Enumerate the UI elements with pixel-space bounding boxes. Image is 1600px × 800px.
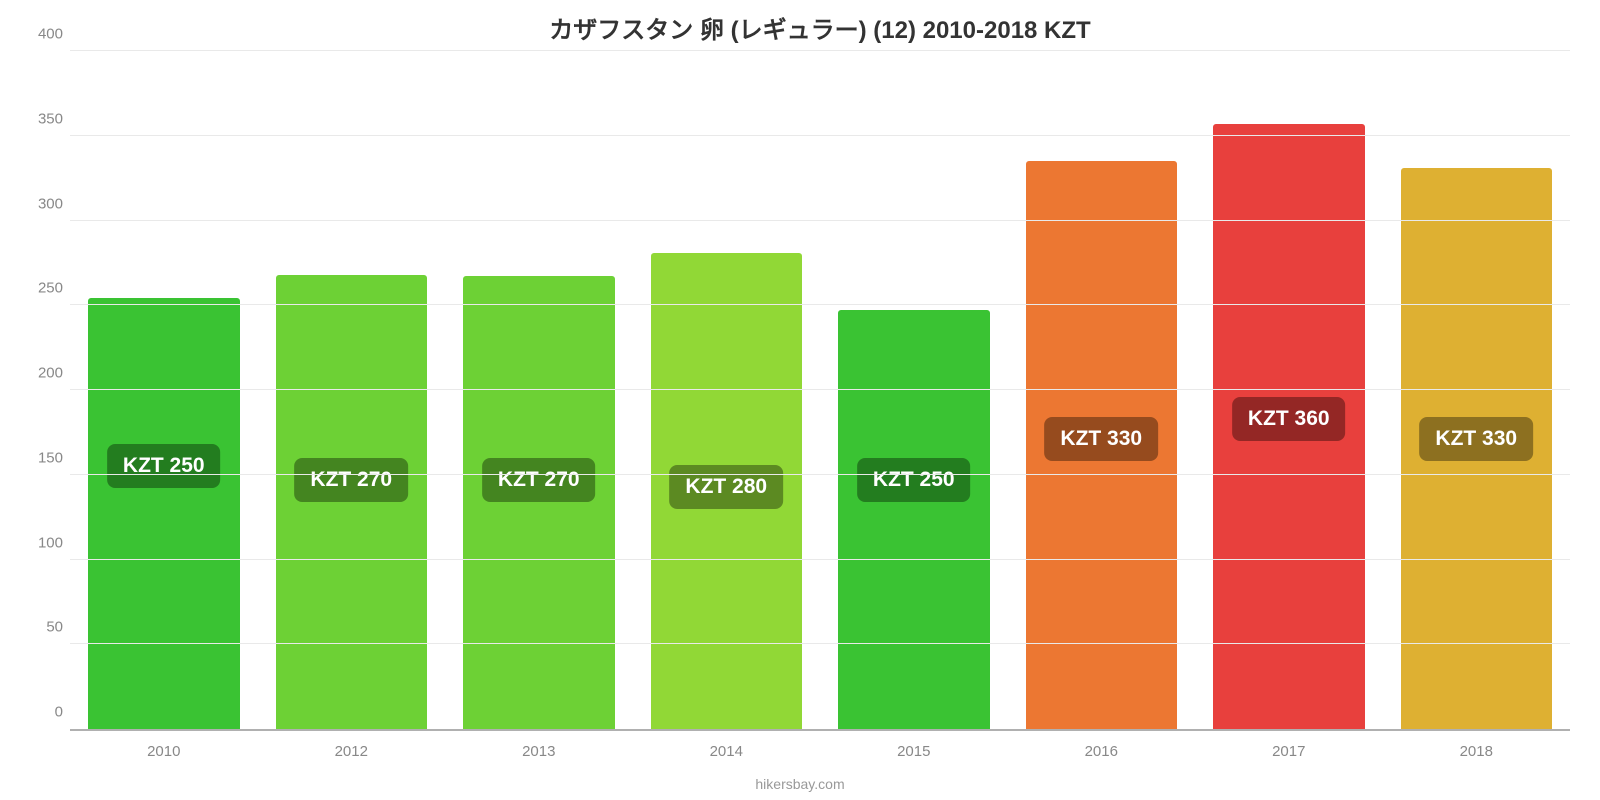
gridline: [70, 559, 1570, 560]
bar: [88, 298, 240, 729]
xtick-label: 2013: [445, 743, 633, 760]
xtick-label: 2016: [1008, 743, 1196, 760]
ytick-label: 50: [15, 619, 63, 636]
gridline: [70, 50, 1570, 51]
gridline: [70, 304, 1570, 305]
gridline: [70, 220, 1570, 221]
ytick-label: 0: [15, 704, 63, 721]
bars-group: KZT 250 KZT 270 KZT 270 KZT 280 KZT 250 KZT 3…: [70, 51, 1570, 729]
bar: [276, 275, 428, 729]
gridline: [70, 474, 1570, 475]
gridline: [70, 643, 1570, 644]
ytick-label: 400: [15, 26, 63, 43]
xtick-label: 2015: [820, 743, 1008, 760]
bar-value-label: KZT 280: [669, 465, 783, 509]
bar-slot: KZT 330: [1383, 51, 1571, 729]
bar-slot: KZT 250: [70, 51, 258, 729]
bar: [463, 276, 615, 729]
ytick-label: 350: [15, 110, 63, 127]
xtick-label: 2014: [633, 743, 821, 760]
plot-area: KZT 250 KZT 270 KZT 270 KZT 280 KZT 250 KZT 3…: [70, 51, 1570, 731]
bar-slot: KZT 360: [1195, 51, 1383, 729]
gridline: [70, 389, 1570, 390]
bar-slot: KZT 250: [820, 51, 1008, 729]
bar-slot: KZT 270: [258, 51, 446, 729]
bar-slot: KZT 330: [1008, 51, 1196, 729]
source-label: hikersbay.com: [0, 776, 1600, 792]
chart-container: カザフスタン 卵 (レギュラー) (12) 2010-2018 KZT KZT …: [0, 0, 1600, 800]
gridline: [70, 135, 1570, 136]
bar-value-label: KZT 250: [857, 458, 971, 502]
xtick-label: 2018: [1383, 743, 1571, 760]
ytick-label: 100: [15, 534, 63, 551]
bar-slot: KZT 270: [445, 51, 633, 729]
bar: [838, 310, 990, 729]
ytick-label: 150: [15, 449, 63, 466]
ytick-label: 250: [15, 280, 63, 297]
bar-value-label: KZT 330: [1044, 417, 1158, 461]
bar-value-label: KZT 330: [1419, 417, 1533, 461]
ytick-label: 300: [15, 195, 63, 212]
bar-value-label: KZT 250: [107, 444, 221, 488]
xtick-label: 2012: [258, 743, 446, 760]
x-axis: 20102012201320142015201620172018: [70, 743, 1570, 760]
chart-title: カザフスタン 卵 (レギュラー) (12) 2010-2018 KZT: [70, 10, 1570, 45]
bar-slot: KZT 280: [633, 51, 821, 729]
xtick-label: 2017: [1195, 743, 1383, 760]
bar-value-label: KZT 360: [1232, 397, 1346, 441]
ytick-label: 200: [15, 365, 63, 382]
bar-value-label: KZT 270: [294, 458, 408, 502]
xtick-label: 2010: [70, 743, 258, 760]
bar-value-label: KZT 270: [482, 458, 596, 502]
